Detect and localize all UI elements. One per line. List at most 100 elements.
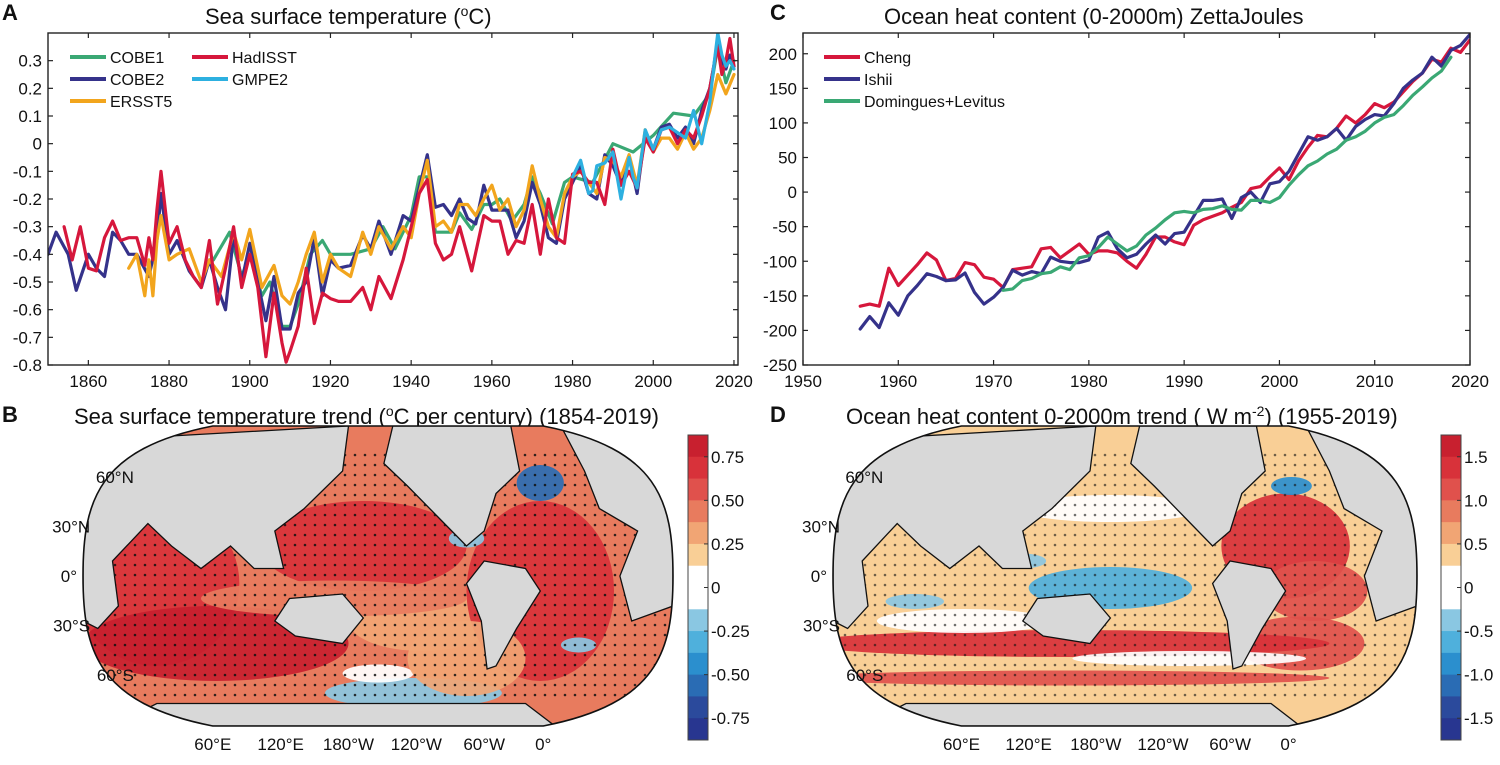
lat-label: 30°N xyxy=(52,518,90,537)
lon-label: 180°W xyxy=(323,735,374,754)
colorbar-segment xyxy=(688,522,708,545)
colorbar-segment xyxy=(1441,543,1461,567)
colorbar-segment xyxy=(1441,696,1461,719)
colorbar-segment xyxy=(688,609,708,632)
legend-label: Cheng xyxy=(864,50,911,67)
y-tick-label: -0.3 xyxy=(13,218,42,237)
panel-letter-a: A xyxy=(2,0,18,25)
y-tick-label: 0.3 xyxy=(18,52,42,71)
colorbar-segment xyxy=(688,674,708,697)
x-tick-label: 2000 xyxy=(1261,372,1299,391)
legend-item: COBE2 xyxy=(70,72,164,89)
x-tick-label: 2020 xyxy=(1451,372,1489,391)
legend-label: Ishii xyxy=(864,72,892,89)
lat-label: 0° xyxy=(811,567,827,586)
x-tick-label: 1960 xyxy=(879,372,917,391)
y-tick-label: 50 xyxy=(778,149,797,168)
y-tick-label: -50 xyxy=(772,218,797,237)
panel-b-map: 60°N 30°N 0° 30°S 60°S 60°E 120°E 180°W 120°W 60°… xyxy=(52,425,674,754)
map-outline xyxy=(82,425,674,727)
panel-letter-d: D xyxy=(770,402,786,427)
lat-label: 60°S xyxy=(97,666,134,685)
series-line-cheng xyxy=(858,38,1470,308)
panel-d-map: 60°N 30°N 0° 30°S 60°S 60°E 120°E 180°W 120°W 60°… xyxy=(802,425,1418,754)
colorbar-tick-label: 0.5 xyxy=(1464,535,1488,554)
panel-a-title: Sea surface temperature (oC) xyxy=(205,3,492,29)
panel-b-title: Sea surface temperature trend (oC per ce… xyxy=(74,403,659,429)
colorbar-segment xyxy=(1441,652,1461,676)
colorbar-segment xyxy=(688,478,708,501)
lon-label: 60°W xyxy=(463,735,505,754)
y-tick-label: -0.6 xyxy=(13,301,42,320)
series-line-gmpe2 xyxy=(570,33,736,201)
series-group xyxy=(858,33,1470,331)
colorbar-segment xyxy=(1441,435,1461,458)
colorbar-segment xyxy=(1441,456,1461,480)
y-tick-label: 0 xyxy=(788,183,797,202)
land-south-america xyxy=(1211,560,1287,670)
y-tick-label: -100 xyxy=(763,252,797,271)
x-tick-label: 1970 xyxy=(975,372,1013,391)
land-europe-africa xyxy=(559,426,673,622)
colorbar-tick-label: 1.0 xyxy=(1464,491,1488,510)
legend-label: Domingues+Levitus xyxy=(864,94,1005,111)
panel-d-ohc-trend-map: D Ocean heat content 0-2000m trend ( W m… xyxy=(770,402,1493,754)
x-tick-label: 1940 xyxy=(392,372,430,391)
lon-label: 0° xyxy=(1280,735,1296,754)
land-north-america xyxy=(1130,426,1266,547)
y-tick-label: 0.1 xyxy=(18,107,42,126)
lat-label: 30°S xyxy=(803,617,840,636)
panel-d-colorbar: 1.5 1.0 0.5 0 -0.5 -1.0 -1.5 xyxy=(1440,434,1493,741)
lon-label: 180°W xyxy=(1070,735,1121,754)
y-tick-label: 200 xyxy=(769,45,797,64)
panel-b-colorbar: 0.75 0.50 0.25 0 -0.25 -0.50 -0.75 xyxy=(687,434,750,741)
land-eurasia-africa xyxy=(83,426,350,630)
lon-label: 120°E xyxy=(257,735,304,754)
y-tick-label: -0.8 xyxy=(13,356,42,375)
colorbar-segment xyxy=(1441,478,1461,501)
colorbar-tick-label: -1.0 xyxy=(1464,666,1493,685)
series-line-ersst5 xyxy=(127,72,736,306)
lat-label: 30°S xyxy=(53,617,90,636)
legend-label: COBE1 xyxy=(110,50,164,67)
colorbar-segment xyxy=(1441,565,1461,588)
legend-item: Cheng xyxy=(824,50,911,67)
lat-label: 0° xyxy=(61,567,77,586)
colorbar-segment xyxy=(1441,522,1461,545)
colorbar-tick-label: 0.25 xyxy=(711,535,744,554)
colorbar-segment xyxy=(688,435,708,458)
panel-a-title-main: Sea surface temperature ( xyxy=(205,4,461,29)
land-australia xyxy=(1021,593,1112,645)
lon-label: 0° xyxy=(535,735,551,754)
colorbar-tick-label: 1.5 xyxy=(1464,448,1488,467)
y-tick-label: -0.2 xyxy=(13,190,42,209)
series-line-cobe1 xyxy=(211,45,736,328)
colorbar-segment xyxy=(688,696,708,719)
colorbar-tick-label: -0.75 xyxy=(711,709,750,728)
legend-item: Ishii xyxy=(824,72,892,89)
colorbar-segment xyxy=(1441,631,1461,654)
series-line-ishii xyxy=(858,33,1470,331)
land-eurasia-africa xyxy=(833,426,1097,630)
colorbar-tick-label: -0.25 xyxy=(711,622,750,641)
colorbar-segment xyxy=(688,565,708,588)
colorbar-tick-label: 0.75 xyxy=(711,448,744,467)
panel-a-plot-area: 1860 1880 1900 1920 1940 1960 1980 2000 2020 -0.8… xyxy=(13,32,753,391)
y-tick-label: 0 xyxy=(33,135,42,154)
colorbar-segment xyxy=(1441,587,1461,610)
land-north-america xyxy=(383,426,521,547)
map-outline xyxy=(832,425,1418,727)
x-tick-label: 1950 xyxy=(784,372,822,391)
y-tick-label: 150 xyxy=(769,79,797,98)
series-line-domingues-levitus xyxy=(1001,55,1453,292)
colorbar-segment xyxy=(1441,500,1461,523)
legend-item: Domingues+Levitus xyxy=(824,94,1005,111)
lon-label: 120°E xyxy=(1005,735,1052,754)
lat-label: 60°N xyxy=(845,468,883,487)
legend-item: HadISST xyxy=(192,50,297,67)
x-tick-label: 2010 xyxy=(1356,372,1394,391)
panel-b-title-sup: o xyxy=(386,403,394,419)
y-tick-label: -150 xyxy=(763,287,797,306)
panel-letter-b: B xyxy=(2,402,18,427)
land-antarctica xyxy=(112,702,557,726)
